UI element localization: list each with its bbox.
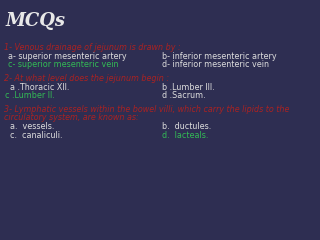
- Text: circulatory system, are known as:: circulatory system, are known as:: [4, 113, 139, 122]
- Text: MCQs: MCQs: [6, 12, 66, 30]
- Text: 3- Lymphatic vessels within the bowel villi, which carry the lipids to the: 3- Lymphatic vessels within the bowel vi…: [4, 105, 289, 114]
- Text: c .Lumber II.: c .Lumber II.: [5, 91, 55, 100]
- Text: d .Sacrum.: d .Sacrum.: [162, 91, 206, 100]
- Text: a- superior mesenteric artery: a- superior mesenteric artery: [8, 52, 127, 61]
- Text: 2- At what level does the jejunum begin :: 2- At what level does the jejunum begin …: [4, 74, 169, 83]
- Text: c.  canaliculi.: c. canaliculi.: [10, 131, 62, 140]
- Text: a.  vessels.: a. vessels.: [10, 122, 54, 131]
- Text: b .Lumber III.: b .Lumber III.: [162, 83, 215, 92]
- Text: d.  lacteals.: d. lacteals.: [162, 131, 208, 140]
- Text: b- inferior mesenteric artery: b- inferior mesenteric artery: [162, 52, 276, 61]
- Text: b.  ductules.: b. ductules.: [162, 122, 211, 131]
- Text: a .Thoracic XII.: a .Thoracic XII.: [10, 83, 69, 92]
- Text: c- superior mesenteric vein: c- superior mesenteric vein: [8, 60, 118, 69]
- Text: 1- Venous drainage of jejunum is drawn by :: 1- Venous drainage of jejunum is drawn b…: [4, 43, 181, 52]
- Text: d- inferior mesenteric vein: d- inferior mesenteric vein: [162, 60, 269, 69]
